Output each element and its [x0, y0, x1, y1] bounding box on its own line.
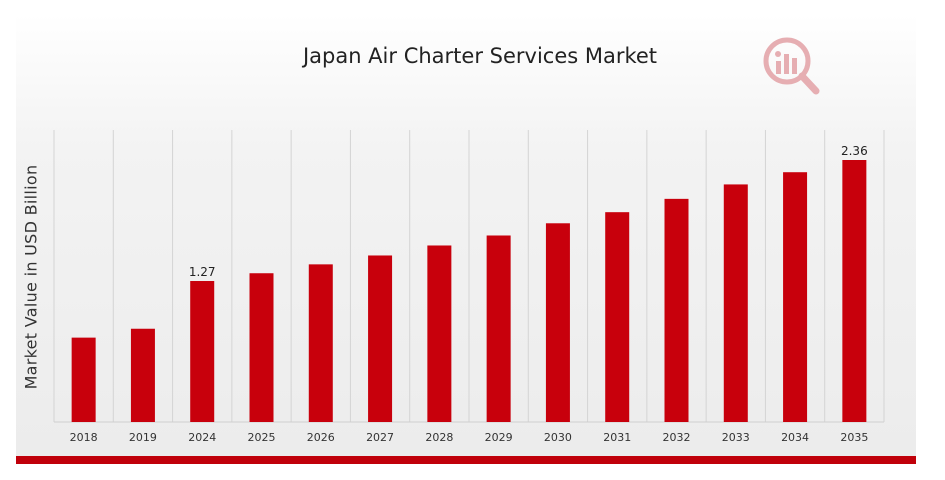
x-tick-2018: 2018 — [70, 431, 98, 444]
x-tick-2034: 2034 — [781, 431, 809, 444]
bar-2028 — [427, 245, 452, 422]
x-tick-2025: 2025 — [248, 431, 276, 444]
x-tick-2028: 2028 — [425, 431, 453, 444]
x-tick-2033: 2033 — [722, 431, 750, 444]
bar-2018 — [71, 337, 96, 422]
x-tick-labels: 2018 2019 2024 2025 2026 2027 2028 2029 2030 2031… — [70, 431, 869, 444]
bar-2031 — [605, 212, 630, 422]
bar-2029 — [486, 235, 511, 422]
bar-2035 — [842, 160, 867, 422]
x-tick-2032: 2032 — [663, 431, 691, 444]
bar-2026 — [308, 264, 333, 422]
data-label-2024: 1.27 — [189, 265, 216, 279]
bar-series — [71, 160, 867, 422]
x-tick-2029: 2029 — [485, 431, 513, 444]
x-tick-2019: 2019 — [129, 431, 157, 444]
bar-chart-magnifier-icon — [763, 37, 820, 95]
chart-title: Japan Air Charter Services Market — [302, 44, 658, 68]
bar-2019 — [130, 328, 155, 422]
bar-2030 — [545, 223, 570, 422]
x-tick-2035: 2035 — [840, 431, 868, 444]
chart-card — [16, 14, 916, 456]
bar-2027 — [368, 255, 393, 422]
grid-lines — [53, 130, 885, 423]
bar-2025 — [249, 273, 274, 422]
x-tick-2030: 2030 — [544, 431, 572, 444]
bar-2024 — [190, 281, 215, 422]
bar-2032 — [664, 198, 689, 422]
x-tick-2026: 2026 — [307, 431, 335, 444]
data-labels: 1.27 2.36 — [189, 144, 868, 279]
bar-2033 — [723, 184, 748, 422]
bar-2034 — [783, 172, 808, 422]
x-tick-2027: 2027 — [366, 431, 394, 444]
x-tick-2024: 2024 — [188, 431, 216, 444]
data-label-2035: 2.36 — [841, 144, 868, 158]
x-tick-2031: 2031 — [603, 431, 631, 444]
bottom-accent-band — [16, 456, 916, 464]
